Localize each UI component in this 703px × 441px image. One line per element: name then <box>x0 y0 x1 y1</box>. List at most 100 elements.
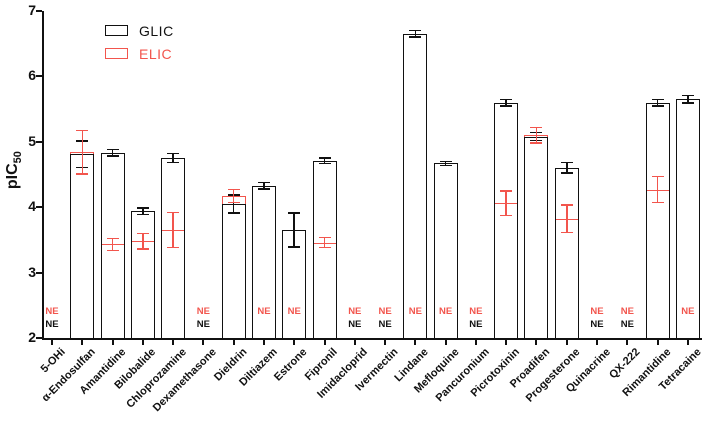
glic-bar <box>675 99 700 338</box>
elic-no-effect-label: NE <box>681 305 695 317</box>
glic-no-effect-label: NE <box>469 318 483 330</box>
glic-error-cap-top <box>439 160 452 163</box>
glic-error-cap-bottom <box>681 102 694 104</box>
elic-error-line <box>142 233 144 250</box>
glic-error-cap-top <box>560 161 573 164</box>
glic-bar <box>221 203 246 338</box>
glic-error-line <box>444 161 447 166</box>
elic-no-effect-label: NE <box>590 305 604 317</box>
glic-error-cap-top <box>257 181 270 184</box>
y-axis-tick <box>36 10 42 12</box>
x-axis-tick <box>51 340 53 345</box>
x-axis-tick <box>141 340 144 345</box>
y-tick-label: 5 <box>28 132 36 149</box>
elic-error-cap-top <box>530 126 543 129</box>
elic-error-line <box>111 238 114 251</box>
x-axis-tick <box>202 340 205 345</box>
glic-error-line <box>687 95 689 104</box>
legend-entry-elic: ELIC <box>105 42 174 65</box>
glic-legend-label: GLIC <box>139 22 174 39</box>
y-axis-line <box>42 11 44 340</box>
elic-error-cap-bottom <box>500 214 513 217</box>
glic-error-line <box>142 207 144 215</box>
x-axis-tick <box>626 340 629 345</box>
elic-error-cap-top <box>167 211 180 214</box>
elic-error-line <box>323 237 326 248</box>
glic-error-cap-top <box>136 207 149 209</box>
glic-error-cap-bottom <box>439 164 452 167</box>
legend-entry-glic: GLIC <box>105 19 174 42</box>
x-axis-tick <box>596 340 599 345</box>
glic-bar <box>403 33 428 338</box>
elic-error-line <box>535 127 538 144</box>
glic-error-cap-bottom <box>318 162 331 165</box>
elic-no-effect-label: NE <box>469 305 483 317</box>
glic-error-line <box>505 99 507 106</box>
glic-no-effect-label: NE <box>196 318 210 330</box>
glic-error-cap-bottom <box>560 172 573 174</box>
glic-error-cap-top <box>106 148 119 151</box>
elic-error-cap-bottom <box>560 231 573 234</box>
glic-no-effect-label: NE <box>348 318 362 330</box>
glic-bar <box>524 136 549 338</box>
glic-error-line <box>323 158 326 164</box>
elic-error-cap-bottom <box>136 248 149 250</box>
glic-bar <box>554 167 579 338</box>
glic-error-cap-bottom <box>500 105 513 107</box>
plot-area: NE NE NE NE NE NE NE NE NE NE NE NE NE NE NE NE NE NE NE G… <box>36 10 702 345</box>
x-axis-tick <box>535 340 538 345</box>
x-axis-tick <box>656 340 659 345</box>
glic-no-effect-label: NE <box>45 318 59 330</box>
elic-no-effect-label: NE <box>620 305 634 317</box>
x-axis-tick <box>414 340 417 345</box>
glic-no-effect-label: NE <box>590 318 604 330</box>
elic-no-effect-label: NE <box>196 305 210 317</box>
glic-error-line <box>172 153 174 163</box>
glic-bar <box>494 102 519 338</box>
glic-error-line <box>263 182 265 189</box>
x-axis-tick <box>444 340 447 345</box>
elic-error-line <box>172 212 174 248</box>
x-axis-tick <box>565 340 568 345</box>
y-tick-label: 2 <box>28 329 36 345</box>
glic-error-cap-top <box>681 94 694 97</box>
x-axis-tick <box>262 340 265 345</box>
glic-bar <box>645 102 670 338</box>
glic-error-cap-top <box>409 29 422 32</box>
elic-no-effect-label: NE <box>287 305 301 317</box>
glic-error-cap-bottom <box>167 161 180 164</box>
x-axis-tick <box>111 340 114 345</box>
y-tick-label: 7 <box>28 2 36 18</box>
x-axis-tick <box>293 340 296 345</box>
y-axis-title-text: pIC <box>3 163 21 190</box>
elic-no-effect-label: NE <box>439 305 453 317</box>
glic-bar <box>70 154 95 338</box>
glic-error-line <box>293 213 295 248</box>
glic-error-line <box>566 162 568 174</box>
y-axis-tick <box>36 206 42 209</box>
glic-error-cap-top <box>318 157 331 159</box>
x-axis-line <box>42 338 702 340</box>
y-axis-title: pIC50 <box>4 100 24 240</box>
glic-error-cap-bottom <box>106 155 119 157</box>
x-axis-tick <box>384 340 387 345</box>
x-axis-tick <box>323 340 326 345</box>
elic-error-cap-bottom <box>227 201 240 204</box>
elic-error-cap-bottom <box>530 142 543 144</box>
elic-error-cap-top <box>500 190 513 192</box>
glic-error-cap-top <box>500 98 513 101</box>
x-axis-tick <box>172 340 175 345</box>
glic-no-effect-label: NE <box>378 318 392 330</box>
glic-bar <box>312 160 337 338</box>
x-axis-tick <box>505 340 508 345</box>
elic-error-cap-top <box>106 237 119 240</box>
glic-error-cap-bottom <box>227 212 240 214</box>
glic-error-cap-top <box>167 152 180 155</box>
elic-error-cap-bottom <box>76 173 89 175</box>
elic-no-effect-label: NE <box>45 305 59 317</box>
glic-error-line <box>656 99 659 106</box>
glic-error-cap-top <box>651 98 664 101</box>
y-tick-label: 4 <box>28 198 36 215</box>
glic-error-cap-bottom <box>136 213 149 216</box>
glic-bar <box>130 211 155 338</box>
